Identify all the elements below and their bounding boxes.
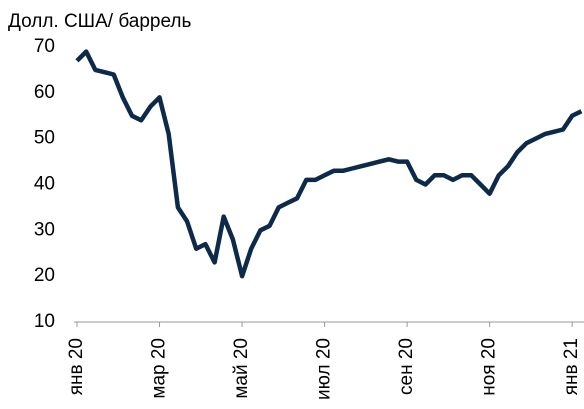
x-tick-label: ноя 20 [479,338,500,396]
x-tick-label: май 20 [231,338,252,399]
y-tick-label: 10 [34,311,55,332]
x-tick-label: мар 20 [149,338,170,399]
y-tick-label: 20 [34,265,55,286]
y-tick-label: 70 [34,36,55,57]
y-tick-label: 60 [34,82,55,103]
y-tick-label: 30 [34,219,55,240]
line-series [75,49,583,279]
y-tick-label: 40 [34,174,55,195]
y-axis-title: Долл. США/ баррель [8,11,191,32]
y-tick-label: 50 [34,128,55,149]
x-tick-label: янв 20 [66,338,87,395]
x-tick-label: янв 21 [561,338,582,395]
x-tick-label: июл 20 [314,338,335,400]
x-tick-label: сен 20 [396,338,417,395]
